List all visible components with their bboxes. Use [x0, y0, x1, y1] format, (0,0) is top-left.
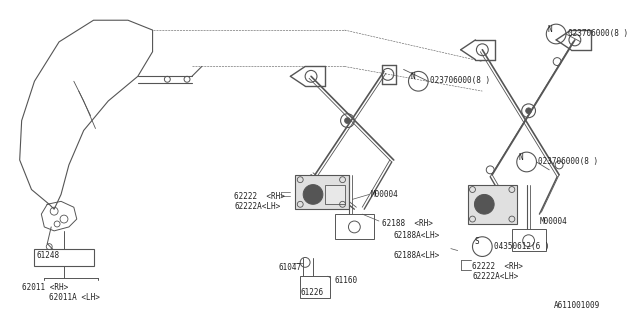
Text: N: N — [518, 153, 523, 162]
Text: A611001009: A611001009 — [554, 300, 600, 310]
Circle shape — [344, 118, 351, 124]
Text: N: N — [548, 25, 552, 34]
Text: S: S — [474, 237, 479, 246]
Text: M00004: M00004 — [540, 217, 567, 226]
Text: M00004: M00004 — [371, 189, 399, 198]
Text: 62222  <RH>: 62222 <RH> — [472, 262, 524, 271]
Text: 61248: 61248 — [36, 251, 60, 260]
Bar — [512, 229, 547, 251]
Bar — [468, 185, 516, 224]
Text: 023706000(8 ): 023706000(8 ) — [538, 157, 598, 166]
Bar — [325, 185, 344, 204]
Circle shape — [525, 108, 532, 114]
Bar — [295, 175, 349, 209]
Text: 61226: 61226 — [300, 288, 323, 297]
Text: 61160: 61160 — [335, 276, 358, 285]
Text: 04350612(6 ): 04350612(6 ) — [494, 242, 550, 251]
Text: 023706000(8 ): 023706000(8 ) — [430, 76, 490, 85]
Text: 62222A<LH>: 62222A<LH> — [234, 202, 280, 211]
Text: 62188  <RH>: 62188 <RH> — [382, 219, 433, 228]
Text: 62011A <LH>: 62011A <LH> — [49, 293, 100, 302]
Bar — [335, 214, 374, 239]
Text: 023706000(8 ): 023706000(8 ) — [568, 29, 628, 38]
Bar — [300, 276, 330, 298]
Circle shape — [474, 195, 494, 214]
Text: N: N — [410, 72, 415, 81]
Text: 62188A<LH>: 62188A<LH> — [394, 231, 440, 240]
Text: 62188A<LH>: 62188A<LH> — [394, 251, 440, 260]
Bar — [35, 249, 93, 266]
Circle shape — [303, 185, 323, 204]
Text: 61047: 61047 — [278, 263, 301, 272]
Text: 62222A<LH>: 62222A<LH> — [472, 272, 519, 281]
Text: 62222  <RH>: 62222 <RH> — [234, 193, 285, 202]
Text: 62011 <RH>: 62011 <RH> — [22, 283, 68, 292]
